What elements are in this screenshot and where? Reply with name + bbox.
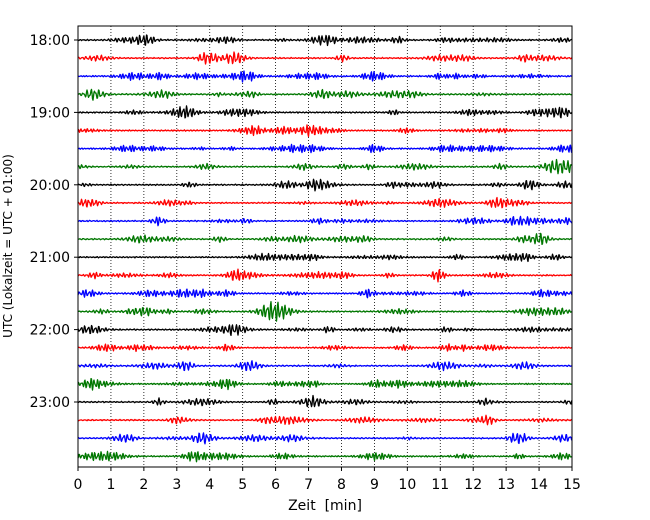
y-axis-title: UTC (Lokalzeit = UTC + 01:00) [1, 154, 15, 338]
seismogram-trace [77, 70, 573, 83]
x-tick-label: 0 [74, 477, 83, 493]
y-axis: 18:00 19:00 20:00 21:00 22:00 23:00 [30, 33, 78, 411]
seismogram-trace [77, 215, 573, 227]
seismogram-trace [77, 178, 573, 192]
seismogram-trace [77, 51, 573, 65]
seismogram-trace [77, 196, 573, 209]
seismogram-trace [77, 360, 573, 372]
seismogram-trace [77, 300, 573, 322]
seismogram-trace [77, 252, 573, 263]
seismogram-trace [77, 450, 573, 463]
x-tick-label: 3 [172, 477, 181, 493]
y-tick-label: 21:00 [30, 250, 70, 266]
seismogram-trace [77, 158, 573, 175]
x-tick-label: 9 [370, 477, 379, 493]
seismogram-trace [77, 288, 573, 299]
seismogram-trace [77, 124, 573, 138]
seismogram-trace [77, 414, 573, 426]
x-tick-label: 4 [205, 477, 214, 493]
y-tick-label: 19:00 [30, 105, 70, 121]
y-tick-label: 18:00 [30, 33, 70, 49]
y-tick-label: 20:00 [30, 178, 70, 194]
x-tick-label: 10 [398, 477, 416, 493]
seismogram-trace [77, 432, 573, 445]
trace-group [77, 34, 573, 463]
seismogram-trace [77, 324, 573, 337]
seismogram-trace [77, 34, 573, 47]
x-tick-label: 15 [563, 477, 581, 493]
plot-frame [77, 25, 573, 468]
x-tick-label: 14 [530, 477, 548, 493]
y-tick-label: 22:00 [30, 323, 70, 339]
plot-background [78, 26, 572, 467]
x-tick-label: 13 [497, 477, 515, 493]
seismogram-trace [77, 105, 573, 119]
seismogram-trace [77, 88, 573, 101]
x-tick-label: 1 [106, 477, 115, 493]
y-tick-label: 23:00 [30, 395, 70, 411]
seismogram-trace [77, 343, 573, 353]
x-axis: 0 1 2 3 4 5 6 7 8 9 10 11 12 13 14 15 [74, 467, 581, 493]
x-axis-title: Zeit [min] [288, 498, 362, 514]
x-tick-label: 2 [139, 477, 148, 493]
x-tick-label: 11 [431, 477, 449, 493]
seismogram-trace [77, 143, 573, 154]
seismogram-trace [77, 232, 573, 246]
x-tick-label: 12 [464, 477, 482, 493]
x-tick-label: 5 [238, 477, 247, 493]
seismogram-trace [77, 377, 573, 391]
x-tick-label: 8 [337, 477, 346, 493]
x-tick-label: 6 [271, 477, 280, 493]
x-tick-label: 7 [304, 477, 313, 493]
seismogram-trace [77, 394, 573, 408]
seismogram-trace [77, 268, 573, 283]
